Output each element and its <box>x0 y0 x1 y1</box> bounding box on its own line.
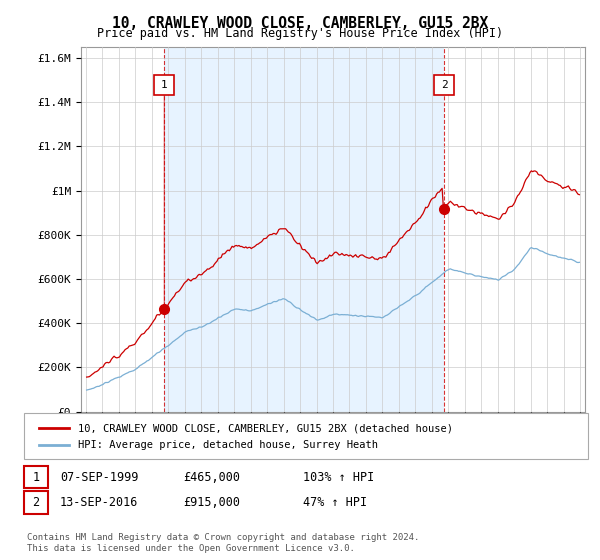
Text: 07-SEP-1999: 07-SEP-1999 <box>60 470 139 484</box>
Text: 1: 1 <box>161 80 167 90</box>
Text: 10, CRAWLEY WOOD CLOSE, CAMBERLEY, GU15 2BX: 10, CRAWLEY WOOD CLOSE, CAMBERLEY, GU15 … <box>112 16 488 31</box>
Text: 103% ↑ HPI: 103% ↑ HPI <box>303 470 374 484</box>
Text: 47% ↑ HPI: 47% ↑ HPI <box>303 496 367 509</box>
Text: Contains HM Land Registry data © Crown copyright and database right 2024.
This d: Contains HM Land Registry data © Crown c… <box>27 533 419 553</box>
Text: £465,000: £465,000 <box>183 470 240 484</box>
Text: 2: 2 <box>441 80 448 90</box>
Text: 2: 2 <box>32 496 40 509</box>
Bar <box>164 47 444 412</box>
Text: HPI: Average price, detached house, Surrey Heath: HPI: Average price, detached house, Surr… <box>78 440 378 450</box>
Text: 1: 1 <box>32 470 40 484</box>
Text: Price paid vs. HM Land Registry's House Price Index (HPI): Price paid vs. HM Land Registry's House … <box>97 27 503 40</box>
Text: £915,000: £915,000 <box>183 496 240 509</box>
Text: 10, CRAWLEY WOOD CLOSE, CAMBERLEY, GU15 2BX (detached house): 10, CRAWLEY WOOD CLOSE, CAMBERLEY, GU15 … <box>78 423 453 433</box>
Text: 13-SEP-2016: 13-SEP-2016 <box>60 496 139 509</box>
